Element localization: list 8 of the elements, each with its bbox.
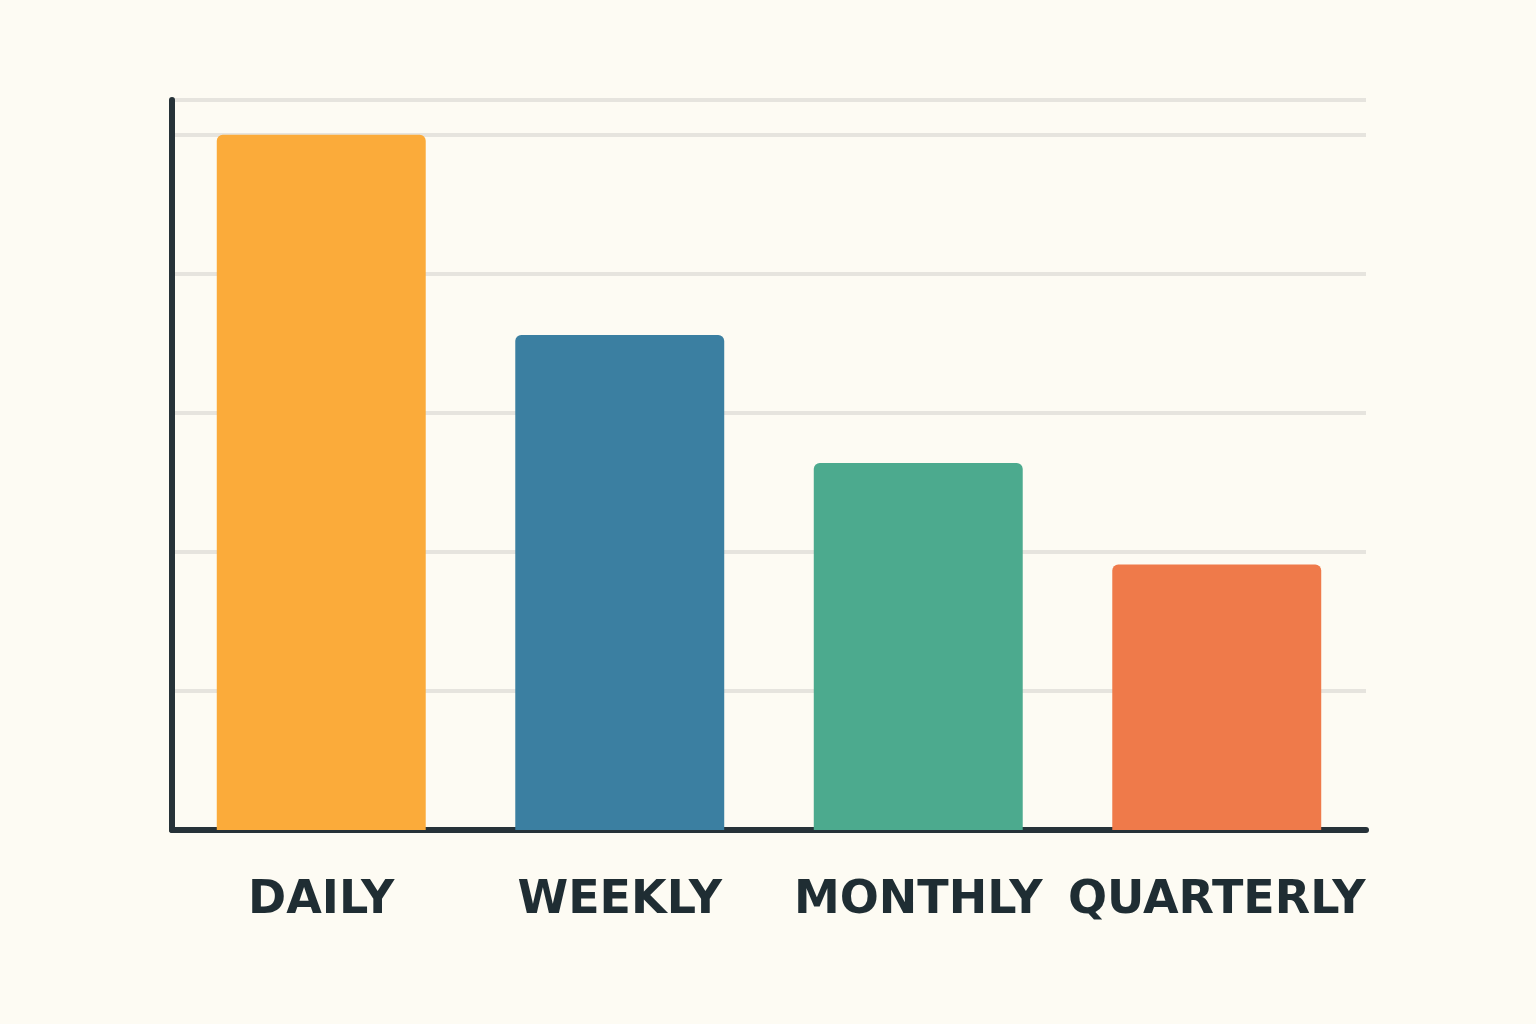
x-tick-label: DAILY (248, 870, 396, 924)
x-tick-label: WEEKLY (517, 870, 723, 924)
bar (1112, 564, 1322, 830)
x-tick-label: QUARTERLY (1067, 870, 1367, 924)
bar (813, 462, 1023, 830)
bar (216, 134, 426, 830)
x-tick-label: MONTHLY (793, 870, 1044, 924)
bar (515, 334, 725, 830)
